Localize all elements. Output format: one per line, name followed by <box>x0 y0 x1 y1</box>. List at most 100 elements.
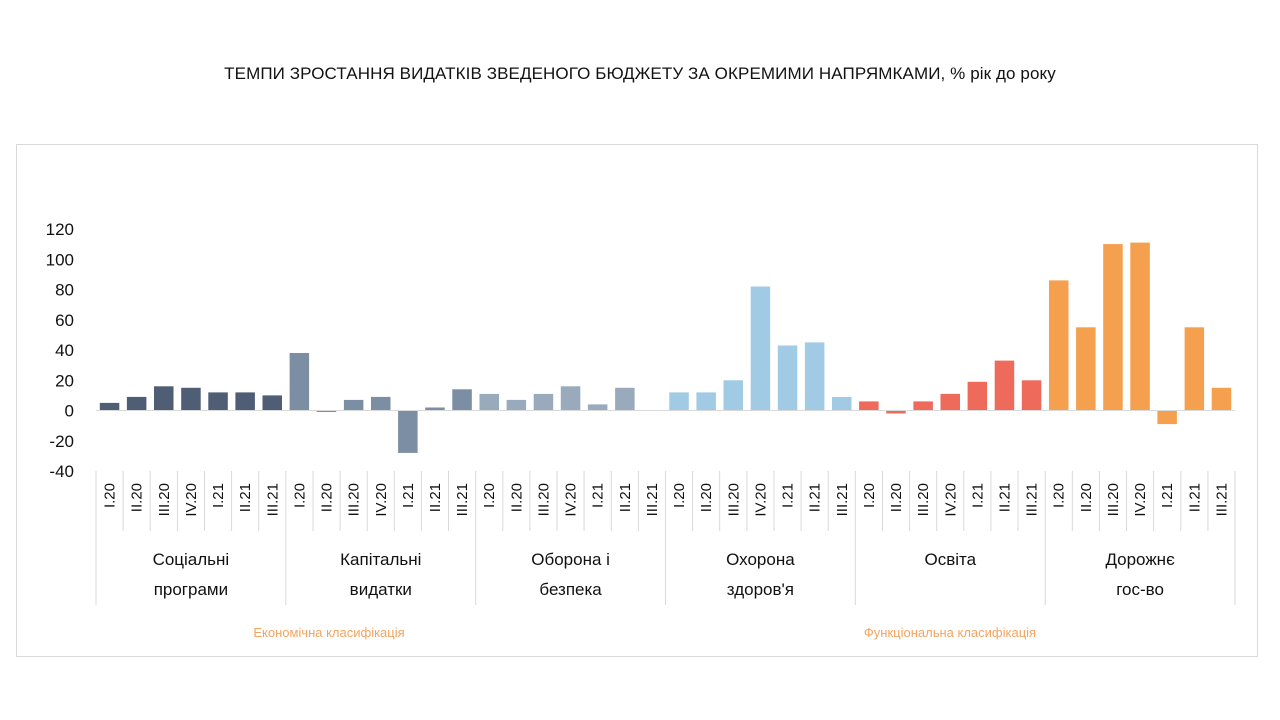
x-tick-label: II.21 <box>237 483 254 512</box>
bar-3-1 <box>696 392 716 411</box>
y-tick-label: 60 <box>55 311 74 330</box>
bar-1-5 <box>425 407 445 411</box>
y-tick-label: 100 <box>46 250 74 269</box>
x-tick-label: III.21 <box>454 483 471 516</box>
bar-2-5 <box>615 387 635 411</box>
x-tick-label: I.20 <box>481 483 498 508</box>
y-axis: -40 -20 0 20 40 60 80 100 120 <box>46 220 74 481</box>
bar-3-3 <box>750 286 771 411</box>
bar-4-4 <box>967 381 988 411</box>
bar-3-0 <box>669 392 689 411</box>
x-tick-label: I.20 <box>1051 483 1068 508</box>
x-tick-label: III.21 <box>834 483 851 516</box>
x-tick-label: II.20 <box>1078 483 1095 512</box>
bar-1-0 <box>289 353 310 411</box>
x-tick-label: II.20 <box>319 483 336 512</box>
x-tick-label: III.20 <box>915 483 932 516</box>
bar-1-6 <box>452 389 472 411</box>
x-tick-label: IV.20 <box>563 483 580 517</box>
bar-3-2 <box>723 380 743 411</box>
bar-2-2 <box>533 393 554 411</box>
group-label: Соціальні <box>153 550 230 569</box>
x-tick-label: III.20 <box>536 483 553 516</box>
group-label: видатки <box>350 580 412 599</box>
group-label: безпека <box>539 580 602 599</box>
x-tick-label: III.21 <box>644 483 661 516</box>
x-tick-label: III.21 <box>1024 483 1041 516</box>
page-title: ТЕМПИ ЗРОСТАННЯ ВИДАТКІВ ЗВЕДЕНОГО БЮДЖЕ… <box>224 64 1056 83</box>
bar-0-0 <box>99 402 120 411</box>
bar-4-3 <box>940 393 960 411</box>
x-tick-label: I.21 <box>780 483 797 508</box>
x-tick-label: II.21 <box>427 483 444 512</box>
x-tick-label: III.20 <box>725 483 742 516</box>
group-label: Охорона <box>726 550 795 569</box>
x-tick-label: I.21 <box>1159 483 1176 508</box>
bar-4-6 <box>1021 380 1042 411</box>
x-tick-label: IV.20 <box>752 483 769 517</box>
x-tick-label: IV.20 <box>942 483 959 517</box>
bar-1-1 <box>316 410 337 412</box>
group-label: гос-во <box>1116 580 1164 599</box>
x-tick-label: I.20 <box>861 483 878 508</box>
x-tick-label: II.20 <box>888 483 905 512</box>
x-tick-label: II.20 <box>698 483 715 512</box>
group-label: Освіта <box>925 550 977 569</box>
bar-4-2 <box>913 401 933 411</box>
bar-5-4 <box>1157 410 1177 425</box>
bar-5-1 <box>1076 327 1096 411</box>
bar-0-3 <box>181 387 201 411</box>
bar-1-4 <box>398 410 418 453</box>
bar-0-6 <box>262 395 282 411</box>
classification-label-functional: Функціональна класифікація <box>864 625 1036 640</box>
bar-4-0 <box>859 401 879 411</box>
bar-5-2 <box>1103 244 1123 411</box>
x-tick-label: II.20 <box>508 483 525 512</box>
x-axis: I.20 II.20 III.20 IV.20 I.21 II.21 III.21 I.20 I… <box>95 471 1236 605</box>
x-tick-label: I.20 <box>671 483 688 508</box>
group-label: програми <box>154 580 228 599</box>
x-tick-label: I.21 <box>400 483 417 508</box>
bar-1-3 <box>371 396 391 411</box>
bar-chart: -40 -20 0 20 40 60 80 100 120 I.20 II.20 III.20 IV.… <box>46 220 1236 640</box>
y-tick-label: 20 <box>55 371 74 390</box>
group-label: Оборона і <box>531 550 610 569</box>
bar-2-4 <box>587 404 608 411</box>
x-tick-label: III.20 <box>1105 483 1122 516</box>
group-label: здоров'я <box>727 580 794 599</box>
bar-3-5 <box>804 342 825 411</box>
y-tick-label: 120 <box>46 220 74 239</box>
bar-5-6 <box>1211 387 1232 411</box>
y-tick-label: 0 <box>65 402 74 421</box>
x-tick-label: IV.20 <box>373 483 390 517</box>
x-tick-label: II.20 <box>129 483 146 512</box>
classification-label-economic: Економічна класифікація <box>253 625 404 640</box>
bar-4-5 <box>994 360 1015 411</box>
x-tick-label: II.21 <box>617 483 634 512</box>
bar-0-1 <box>126 396 147 411</box>
group-label: Дорожнє <box>1105 550 1175 569</box>
x-tick-label: II.21 <box>997 483 1014 512</box>
x-tick-label: I.21 <box>590 483 607 508</box>
bar-0-2 <box>154 386 174 411</box>
x-tick-label: I.21 <box>969 483 986 508</box>
x-tick-label: III.21 <box>264 483 281 516</box>
bar-2-0 <box>479 393 499 411</box>
x-tick-label: III.20 <box>156 483 173 516</box>
bar-3-6 <box>832 396 852 411</box>
x-tick-label: IV.20 <box>1132 483 1149 517</box>
x-tick-label: II.21 <box>1186 483 1203 512</box>
bar-4-1 <box>886 410 906 414</box>
x-tick-label: III.21 <box>1213 483 1230 516</box>
y-tick-label: -20 <box>49 432 74 451</box>
bar-1-2 <box>343 399 364 411</box>
x-tick-label: I.20 <box>291 483 308 508</box>
bar-0-4 <box>208 392 228 411</box>
y-tick-label: 80 <box>55 281 74 300</box>
y-tick-label: 40 <box>55 341 74 360</box>
x-tick-label: I.21 <box>210 483 227 508</box>
bar-5-3 <box>1130 242 1150 411</box>
bars-layer <box>99 242 1232 453</box>
bar-0-5 <box>235 392 255 411</box>
x-tick-label: I.20 <box>102 483 119 508</box>
